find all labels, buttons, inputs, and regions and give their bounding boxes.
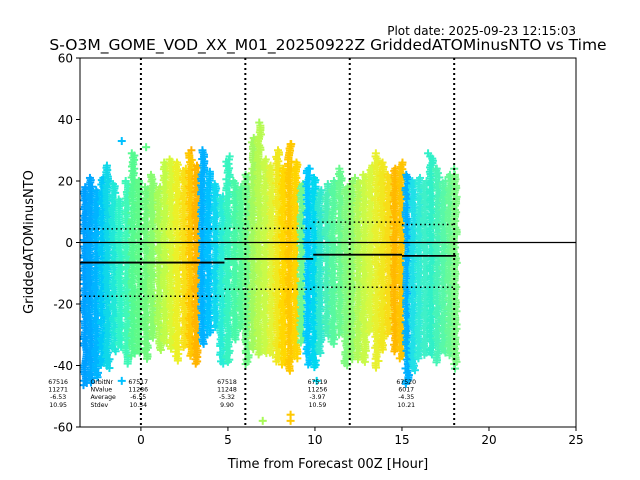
data-column-6 — [114, 195, 126, 351]
data-column-4 — [102, 161, 114, 373]
chart-title: S-O3M_GOME_VOD_XX_M01_20250922Z GriddedA… — [49, 36, 606, 55]
data-column-19 — [196, 146, 209, 348]
plot-date: Plot date: 2025-09-23 12:15:03 — [387, 24, 576, 38]
data-column-25 — [235, 183, 247, 332]
plot-clip-group — [80, 58, 576, 427]
